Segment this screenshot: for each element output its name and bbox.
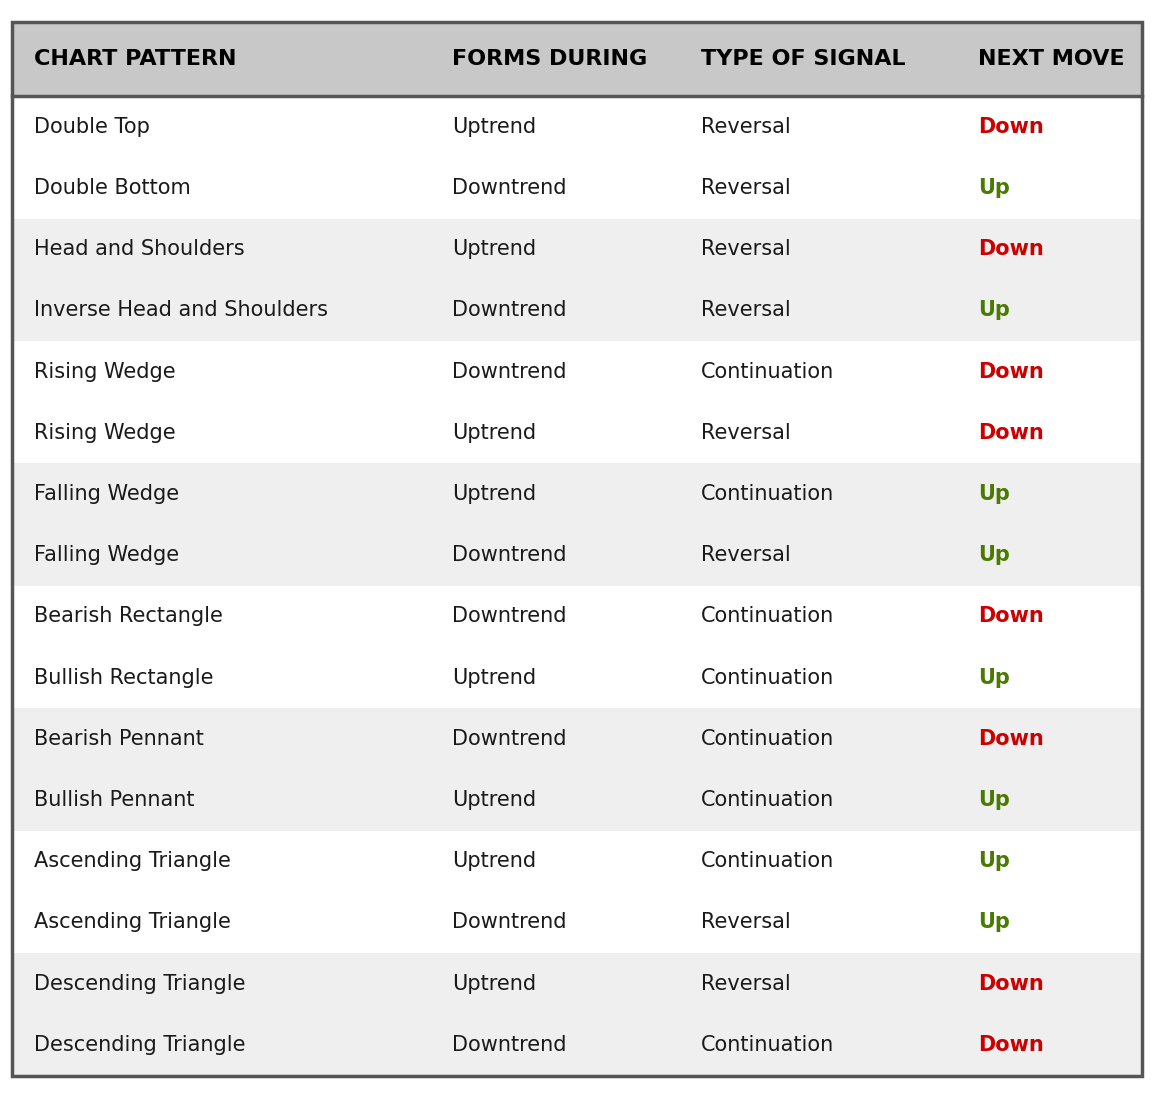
Text: Inverse Head and Shoulders: Inverse Head and Shoulders [34,301,328,320]
Text: Bearish Rectangle: Bearish Rectangle [34,607,223,626]
Bar [12,280,1142,341]
Text: Continuation: Continuation [701,484,834,504]
Text: Downtrend: Downtrend [452,913,566,932]
Bar [12,769,1142,831]
Text: Down: Down [978,423,1043,443]
Text: Downtrend: Downtrend [452,178,566,198]
Text: Down: Down [978,1035,1043,1055]
Bar [12,831,1142,892]
Bar [12,341,1142,402]
Text: Down: Down [978,239,1043,259]
Bar [12,96,1142,157]
Text: Rising Wedge: Rising Wedge [34,423,176,443]
Text: Uptrend: Uptrend [452,790,536,810]
Bar [12,586,1142,647]
Bar [12,1014,1142,1076]
Text: Head and Shoulders: Head and Shoulders [34,239,244,259]
Text: Downtrend: Downtrend [452,729,566,749]
Text: Continuation: Continuation [701,1035,834,1055]
Text: Double Top: Double Top [34,117,150,137]
Text: Reversal: Reversal [701,239,791,259]
Bar [12,647,1142,708]
Text: Continuation: Continuation [701,362,834,381]
Bar [12,892,1142,953]
Text: Downtrend: Downtrend [452,301,566,320]
Text: Reversal: Reversal [701,301,791,320]
Text: Up: Up [978,790,1009,810]
Text: Down: Down [978,117,1043,137]
Text: Continuation: Continuation [701,851,834,871]
Bar [12,525,1142,586]
Text: Up: Up [978,668,1009,687]
Text: Down: Down [978,729,1043,749]
Text: Ascending Triangle: Ascending Triangle [34,851,231,871]
Bar [12,219,1142,280]
Text: Reversal: Reversal [701,545,791,565]
Text: Up: Up [978,545,1009,565]
Text: Downtrend: Downtrend [452,545,566,565]
Text: Reversal: Reversal [701,117,791,137]
Text: Descending Triangle: Descending Triangle [34,1035,245,1055]
Text: Up: Up [978,913,1009,932]
Bar [12,708,1142,769]
Text: Uptrend: Uptrend [452,239,536,259]
Text: Continuation: Continuation [701,790,834,810]
Text: Reversal: Reversal [701,913,791,932]
Text: Reversal: Reversal [701,974,791,994]
Text: Bullish Pennant: Bullish Pennant [34,790,194,810]
Text: Double Bottom: Double Bottom [34,178,191,198]
Text: Descending Triangle: Descending Triangle [34,974,245,994]
Text: Rising Wedge: Rising Wedge [34,362,176,381]
Text: Continuation: Continuation [701,668,834,687]
Text: CHART PATTERN: CHART PATTERN [34,49,236,69]
Text: Falling Wedge: Falling Wedge [34,484,179,504]
Text: Reversal: Reversal [701,423,791,443]
Text: NEXT MOVE: NEXT MOVE [978,49,1125,69]
Text: Uptrend: Uptrend [452,851,536,871]
Bar [12,463,1142,525]
Text: Uptrend: Uptrend [452,423,536,443]
Text: Uptrend: Uptrend [452,668,536,687]
Text: Up: Up [978,851,1009,871]
Text: Falling Wedge: Falling Wedge [34,545,179,565]
Text: Down: Down [978,362,1043,381]
Text: Downtrend: Downtrend [452,1035,566,1055]
Text: Downtrend: Downtrend [452,607,566,626]
Text: Up: Up [978,484,1009,504]
Text: Continuation: Continuation [701,607,834,626]
Text: TYPE OF SIGNAL: TYPE OF SIGNAL [701,49,906,69]
Text: Continuation: Continuation [701,729,834,749]
Text: FORMS DURING: FORMS DURING [452,49,648,69]
Text: Uptrend: Uptrend [452,484,536,504]
Text: Uptrend: Uptrend [452,117,536,137]
Bar [12,157,1142,219]
Text: Downtrend: Downtrend [452,362,566,381]
Text: Bullish Rectangle: Bullish Rectangle [34,668,214,687]
Bar [12,953,1142,1014]
Bar [12,402,1142,463]
Text: Ascending Triangle: Ascending Triangle [34,913,231,932]
Text: Down: Down [978,974,1043,994]
Text: Up: Up [978,178,1009,198]
Bar [12,22,1142,96]
Text: Bearish Pennant: Bearish Pennant [34,729,204,749]
Text: Reversal: Reversal [701,178,791,198]
Text: Down: Down [978,607,1043,626]
Text: Up: Up [978,301,1009,320]
Text: Uptrend: Uptrend [452,974,536,994]
